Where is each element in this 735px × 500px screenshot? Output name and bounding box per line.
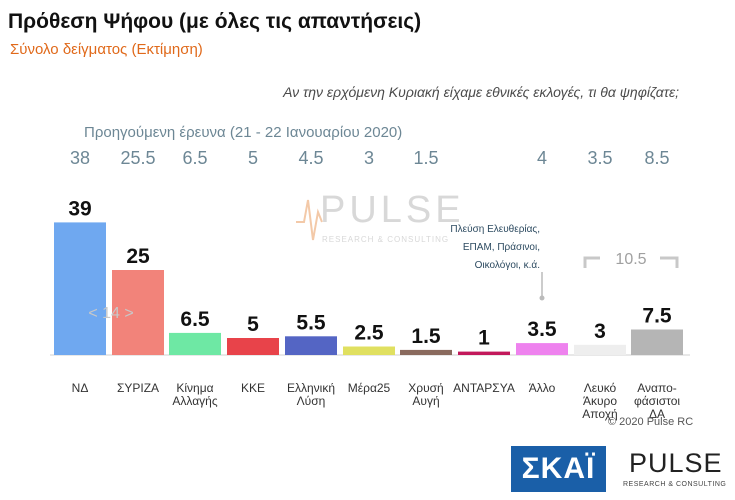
gap-label: < 14 > bbox=[88, 305, 133, 322]
previous-value-label: 25.5 bbox=[120, 148, 155, 168]
category-label: Αποχή bbox=[582, 407, 617, 421]
category-label: Ελληνική bbox=[287, 381, 335, 395]
value-label: 1.5 bbox=[411, 325, 441, 348]
bracket-label: 10.5 bbox=[615, 251, 646, 268]
category-label: Λευκό bbox=[584, 381, 617, 395]
value-label: 3.5 bbox=[527, 318, 557, 341]
category-label: Μέρα25 bbox=[348, 381, 391, 395]
bar bbox=[631, 329, 683, 355]
category-label: Αυγή bbox=[412, 394, 439, 408]
bar bbox=[169, 332, 221, 355]
logos: ΣΚΑΪ PULSE RESEARCH & CONSULTING bbox=[511, 446, 726, 492]
previous-value-label: 1.5 bbox=[413, 148, 438, 168]
chart-title: Πρόθεση Ψήφου (με όλες τις απαντήσεις) bbox=[8, 10, 422, 33]
pulse-logo: PULSE RESEARCH & CONSULTING bbox=[615, 448, 727, 492]
pulse-logo-word: PULSE bbox=[629, 448, 723, 478]
value-label: 5.5 bbox=[296, 311, 326, 334]
category-label: Αναπο- bbox=[637, 381, 677, 395]
bar bbox=[112, 270, 164, 355]
bar bbox=[227, 338, 279, 355]
annotation-line: Οικολόγοι, κ.ά. bbox=[475, 259, 540, 271]
previous-value-label: 3.5 bbox=[587, 148, 612, 168]
bar bbox=[516, 343, 568, 355]
previous-survey-title: Προηγούμενη έρευνα (21 - 22 Ιανουαρίου 2… bbox=[84, 124, 403, 141]
chart-subtitle: Σύνολο δείγματος (Εκτίμηση) bbox=[10, 41, 203, 58]
bracket-left bbox=[583, 256, 600, 268]
value-label: 1 bbox=[478, 327, 490, 350]
survey-question: Αν την ερχόμενη Κυριακή είχαμε εθνικές ε… bbox=[283, 84, 679, 100]
category-label: Άλλο bbox=[529, 381, 556, 395]
bar bbox=[343, 346, 395, 355]
bar bbox=[400, 349, 452, 355]
category-label: Λύση bbox=[297, 394, 326, 408]
annotation-line: ΕΠΑΜ, Πράσινοι, bbox=[463, 241, 540, 253]
bar bbox=[54, 222, 106, 355]
annotation-line: Πλεύση Ελευθερίας, bbox=[450, 223, 540, 235]
category-label: ΣΥΡΙΖΑ bbox=[117, 381, 159, 395]
watermark-word: PULSE bbox=[320, 189, 465, 231]
category-label: ΚΚΕ bbox=[241, 381, 265, 395]
skai-logo: ΣΚΑΪ bbox=[511, 446, 606, 492]
previous-value-label: 38 bbox=[70, 148, 90, 168]
previous-value-label: 4 bbox=[537, 148, 547, 168]
previous-value-label: 8.5 bbox=[644, 148, 669, 168]
category-label: Άκυρο bbox=[583, 394, 617, 408]
value-label: 39 bbox=[68, 197, 91, 220]
copyright-note: © 2020 Pulse RC bbox=[608, 416, 694, 428]
previous-value-label: 6.5 bbox=[182, 148, 207, 168]
category-label: Κίνημα bbox=[176, 381, 213, 395]
category-label: Αλλαγής bbox=[172, 394, 217, 408]
annotation-leader-dot bbox=[539, 295, 545, 301]
value-label: 3 bbox=[594, 320, 606, 343]
category-label: ΔΑ bbox=[649, 407, 665, 421]
bar bbox=[458, 351, 510, 355]
value-label: 6.5 bbox=[180, 308, 210, 331]
category-label: ΑΝΤΑΡΣΥΑ bbox=[453, 381, 515, 395]
value-label: 2.5 bbox=[354, 322, 384, 345]
previous-value-label: 3 bbox=[364, 148, 374, 168]
value-label: 7.5 bbox=[642, 305, 672, 328]
previous-value-label: 4.5 bbox=[298, 148, 323, 168]
bar bbox=[574, 344, 626, 355]
watermark-tag: RESEARCH & CONSULTING bbox=[322, 235, 449, 244]
previous-value-label: 5 bbox=[248, 148, 258, 168]
watermark-pulse-line bbox=[296, 199, 323, 241]
category-label: φάσιστοι bbox=[634, 394, 680, 408]
bracket-right bbox=[660, 256, 679, 268]
pulse-logo-tag: RESEARCH & CONSULTING bbox=[623, 481, 727, 488]
value-label: 5 bbox=[247, 313, 259, 336]
value-label: 25 bbox=[126, 245, 150, 268]
bar bbox=[285, 336, 337, 355]
category-label: ΝΔ bbox=[72, 381, 89, 395]
category-label: Χρυσή bbox=[408, 381, 443, 395]
